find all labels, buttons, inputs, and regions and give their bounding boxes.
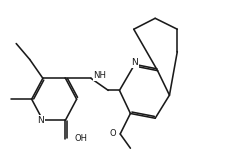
Text: O: O (109, 130, 116, 138)
Text: NH: NH (93, 71, 106, 80)
Text: OH: OH (74, 134, 88, 143)
Text: N: N (37, 116, 44, 125)
Text: N: N (132, 58, 138, 67)
